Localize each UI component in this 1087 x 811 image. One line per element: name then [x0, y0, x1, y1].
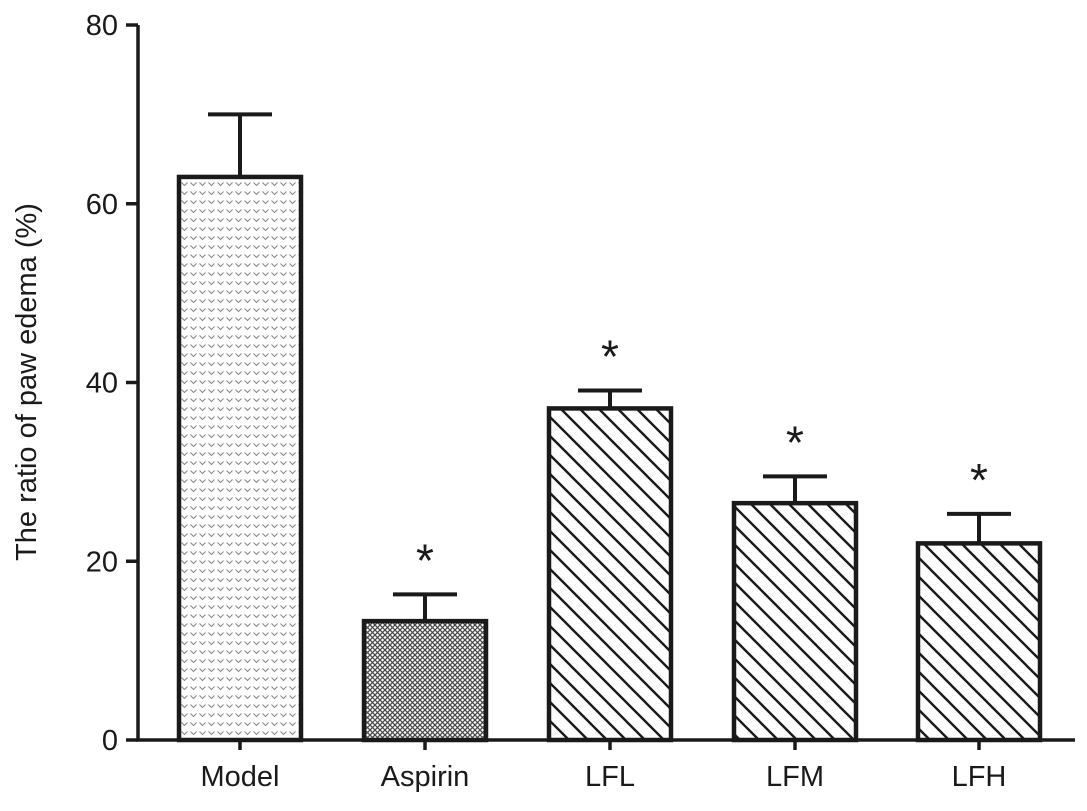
bar	[731, 500, 859, 743]
bar	[915, 541, 1043, 743]
y-tick-label: 80	[86, 10, 118, 42]
x-tick-label: Aspirin	[381, 761, 470, 793]
bars	[176, 174, 1043, 743]
significance-star: *	[601, 331, 619, 383]
x-tick-label: LFM	[766, 761, 824, 793]
y-tick-label: 60	[86, 189, 118, 221]
x-tick-label: LFL	[585, 761, 635, 793]
bar	[546, 406, 674, 743]
x-tick-label: Model	[201, 761, 280, 793]
significance-star: *	[416, 534, 434, 586]
bar	[176, 174, 304, 743]
y-tick-label: 0	[102, 725, 118, 757]
y-tick-label: 40	[86, 368, 118, 400]
x-tick-label: LFH	[952, 761, 1007, 793]
bar	[361, 618, 489, 743]
significance-star: *	[786, 416, 804, 468]
x-tick-labels: Model Aspirin LFL LFM LFH	[201, 740, 1007, 793]
y-tick-label: 20	[86, 546, 118, 578]
y-axis: 0 20 40 60 80	[86, 10, 140, 757]
x-axis: Model Aspirin LFL LFM LFH	[136, 738, 1075, 793]
error-bars	[208, 112, 1011, 622]
y-ticks: 0 20 40 60 80	[86, 10, 138, 757]
significance-markers: * * * *	[416, 331, 988, 587]
y-axis-label: The ratio of paw edema (%)	[11, 203, 43, 561]
significance-star: *	[970, 454, 988, 506]
